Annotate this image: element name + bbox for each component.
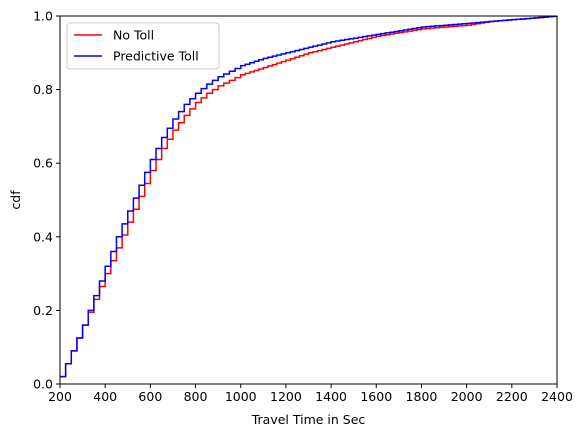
x-axis-label: Travel Time in Sec	[251, 412, 366, 427]
legend: No Toll Predictive Toll	[66, 22, 220, 70]
x-tick-label: 1000	[225, 389, 257, 404]
plot-area	[60, 16, 557, 384]
x-tick-label: 400	[93, 389, 117, 404]
y-tick-label: 0.4	[33, 229, 53, 244]
y-tick-label: 0.2	[33, 303, 53, 318]
legend-box	[66, 22, 220, 70]
y-tick-label: 0.0	[33, 377, 53, 392]
legend-label: No Toll	[113, 28, 154, 43]
x-tick-label: 200	[48, 389, 72, 404]
x-tick-label: 600	[138, 389, 162, 404]
legend-label: Predictive Toll	[113, 49, 199, 64]
x-tick-label: 1600	[360, 389, 392, 404]
x-tick-label: 2000	[451, 389, 483, 404]
y-tick-label: 0.6	[33, 156, 53, 171]
x-tick-label: 2400	[541, 389, 573, 404]
y-tick-label: 1.0	[33, 9, 53, 24]
x-tick-label: 1200	[270, 389, 302, 404]
axes-frame	[59, 15, 558, 385]
x-tick-label: 1800	[406, 389, 438, 404]
series-layer	[60, 15, 558, 378]
x-tick-label: 2200	[496, 389, 528, 404]
y-tick-label: 0.8	[33, 82, 53, 97]
plot-background	[60, 16, 557, 384]
series-line-predictive-toll	[60, 15, 558, 378]
x-tick-label: 800	[184, 389, 208, 404]
y-axis-label: cdf	[8, 190, 23, 210]
x-tick-label: 1400	[315, 389, 347, 404]
axes-layer: 200 400 600 800 1000 1200 1400 1600 1800 2000 2200…	[33, 9, 573, 405]
